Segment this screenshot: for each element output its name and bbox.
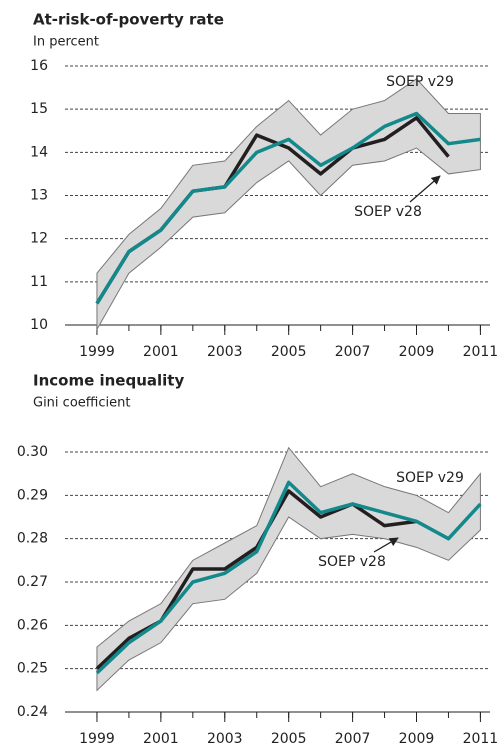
- annotation-arrow: [373, 537, 399, 553]
- y-tick-label: 0.26: [17, 617, 48, 633]
- confidence-band: [96, 78, 481, 332]
- x-tick-label: 2011: [463, 731, 498, 747]
- y-tick-label: 0.24: [17, 704, 48, 720]
- y-tick-label: 0.30: [17, 444, 48, 460]
- x-tick-label: 2001: [143, 344, 179, 360]
- chart-title: At-risk-of-poverty rate: [33, 11, 224, 29]
- y-tick-label: 0.28: [17, 531, 48, 547]
- confidence-band: [96, 446, 481, 692]
- x-tick-label: 1999: [79, 344, 115, 360]
- x-tick-label: 2009: [399, 731, 435, 747]
- x-tick-label: 2005: [271, 344, 307, 360]
- chart-title: Income inequality: [33, 372, 184, 390]
- x-tick-label: 2001: [143, 731, 179, 747]
- series-label: SOEP v29: [396, 470, 464, 486]
- x-tick-label: 2007: [335, 344, 371, 360]
- chart-subtitle: Gini coefficient: [33, 396, 130, 411]
- x-tick-label: 1999: [79, 731, 115, 747]
- y-tick-label: 0.25: [17, 661, 48, 677]
- y-tick-label: 16: [30, 58, 48, 74]
- series-line: [95, 111, 481, 305]
- y-tick-label: 0.27: [17, 574, 48, 590]
- series-label: SOEP v28: [354, 204, 422, 220]
- y-tick-label: 10: [30, 317, 48, 333]
- x-tick-label: 2003: [207, 731, 243, 747]
- x-tick-label: 2007: [335, 731, 371, 747]
- x-tick-label: 2009: [399, 344, 435, 360]
- y-tick-label: 0.29: [17, 487, 48, 503]
- x-tick-label: 2011: [463, 344, 498, 360]
- y-tick-label: 15: [30, 101, 48, 117]
- series-label: SOEP v29: [386, 74, 454, 90]
- series-label: SOEP v28: [318, 554, 386, 570]
- y-tick-label: 12: [30, 231, 48, 247]
- x-tick-label: 2003: [207, 344, 243, 360]
- y-tick-label: 14: [30, 144, 48, 160]
- chart-subtitle: In percent: [33, 35, 99, 50]
- y-tick-label: 13: [30, 188, 48, 204]
- y-tick-label: 11: [30, 274, 48, 290]
- annotation-arrow: [409, 175, 441, 203]
- x-tick-label: 2005: [271, 731, 307, 747]
- series-line: [95, 480, 482, 675]
